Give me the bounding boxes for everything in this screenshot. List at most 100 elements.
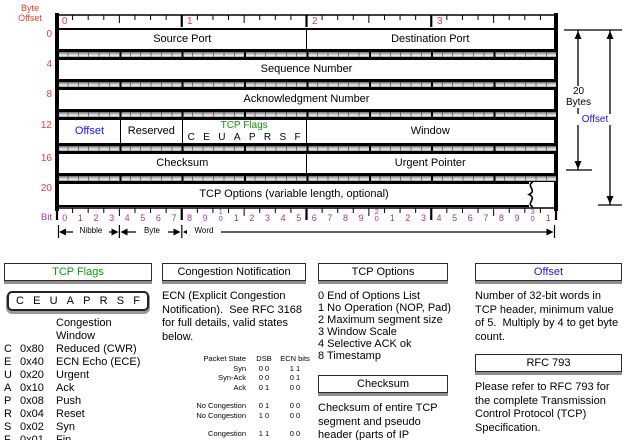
ecn-states-table: Packet State DSB ECN bits Syn 0 0 1 1 Syn-Ack 0… [166, 354, 310, 440]
top-ruler-label-3: 3 [437, 16, 443, 27]
tcp-option-item: 4 Selective ACK ok [318, 338, 412, 350]
header-row-0: Source Port Destination Port [57, 28, 556, 51]
tcp-flags-cell-title: TCP Flags [220, 119, 268, 131]
flag-letter-e: E [33, 295, 41, 307]
flag-letter-f: F [133, 295, 140, 307]
bit-number: 3 [420, 213, 426, 223]
byte-offset-0: 0 [46, 29, 52, 40]
ecn-table-cell: Congestion [208, 429, 246, 438]
offset-title: Offset [475, 263, 622, 281]
bit-number: 5 [452, 213, 458, 223]
field-tcp-options-variable-length-optional: TCP Options (variable length, optional) [59, 181, 534, 208]
bit-axis-label: Bit [40, 212, 52, 223]
byte-span-label: Byte [136, 226, 168, 235]
row-separator [57, 111, 556, 118]
table-spacer [166, 420, 314, 429]
tcp-flags-title: TCP Flags [4, 263, 152, 281]
field-checksum: Checksum [59, 154, 307, 173]
torn-edge-icon [527, 181, 534, 208]
bit-number: 5 [296, 213, 302, 223]
flag-entries-list: Congestion Window C 0x80 Reduced (CWR) E 0x40… [4, 317, 152, 440]
ecn-table-cell: 0 0 [258, 373, 270, 382]
top-bit-ruler [55, 14, 558, 27]
ecn-table-cell: 1 1 [289, 363, 301, 373]
byte-offset-16: 16 [40, 153, 52, 164]
tcp-option-item: 3 Window Scale [318, 326, 397, 338]
bit-number: 8 [187, 213, 193, 223]
right-edge-bar [554, 13, 558, 211]
bit-number: 0 [62, 213, 68, 223]
tcp-options-panel: TCP Options 0 End of Options List 1 No Op… [318, 263, 452, 440]
bit-number: 9 [514, 213, 520, 223]
bit-number: 6 [467, 213, 473, 223]
ecn-table-cell: 0 1 [258, 401, 270, 410]
flag-entry: S 0x02 Syn [4, 421, 75, 433]
ecn-table-cell: Receiver Response [166, 439, 252, 440]
flag-entry: F 0x01 Fin [4, 434, 72, 440]
congestion-title: Congestion Notification [162, 263, 306, 281]
field-urgent-pointer: Urgent Pointer [394, 157, 466, 169]
ecn-table-cell: 1 0 [258, 410, 270, 420]
tcp-option-item: 1 No Operation (NOP, Pad) [318, 302, 452, 314]
congestion-notification-panel: Congestion Notification ECN (Explicit Co… [162, 263, 310, 440]
ecn-table-cell: 1 1 [252, 439, 276, 440]
checksum-title: Checksum [318, 375, 448, 393]
byte-offset-4: 4 [46, 59, 52, 70]
flag-letter-a: A [66, 295, 75, 307]
ecn-table-cell: 0 0 [289, 410, 301, 420]
flag-entry: R 0x04 Reset [4, 408, 85, 420]
header-row-12: Offset Reserved TCP Flags C E U A P R S F Window [57, 118, 556, 145]
ecn-table-cell: 1 1 [258, 429, 270, 438]
header-row-8: Acknowledgment Number [57, 88, 556, 111]
bit-number: 3 [265, 213, 271, 223]
bit-number: 7 [483, 213, 489, 223]
tcp-option-item: 2 Maximum segment size [318, 314, 443, 326]
ecn-table-cell: 0 1 [289, 373, 301, 382]
bit-number: 5 [140, 213, 146, 223]
row-separator [57, 145, 556, 152]
flag-entry: C 0x80 Reduced (CWR) [4, 343, 137, 355]
flag-entry: U 0x20 Urgent [4, 369, 90, 381]
byte-offset-axis-label: Byte Offset [18, 3, 42, 23]
word-span-label: Word [187, 226, 221, 235]
header-row-16: Checksum Urgent Pointer [57, 152, 556, 175]
field-sequence-number: Sequence Number [260, 63, 353, 75]
ecn-table-cell: Ack [233, 382, 246, 392]
flag-letter-c: C [16, 295, 24, 307]
ecn-table-cell: 0 0 [289, 382, 301, 392]
header-row-20: TCP Options (variable length, optional) [57, 181, 534, 208]
bit-number: 2 [249, 213, 255, 223]
tcp-options-title: TCP Options [318, 263, 448, 281]
byte-offset-20: 20 [40, 183, 52, 194]
rfc-title: RFC 793 [475, 354, 622, 372]
bit-number: 1 [77, 213, 83, 223]
tcp-option-item: 0 End of Options List [318, 290, 421, 302]
ecn-table-cell: No Congestion [196, 401, 246, 410]
flag-entry: E 0x40 ECN Echo (ECE) [4, 356, 141, 368]
bit-number: 1 [545, 213, 551, 223]
field-reserved: Reserved [121, 120, 183, 143]
bit-number: 6 [311, 213, 317, 223]
congestion-body: ECN (Explicit Congestion Notification). … [162, 290, 306, 343]
bit-number: 1 [389, 213, 395, 223]
top-ruler-label-2: 2 [312, 16, 318, 27]
row-separator [57, 51, 556, 58]
offset-arrow-label: Offset [577, 114, 613, 125]
row-separator [57, 81, 556, 88]
bit-number: 9 [358, 213, 364, 223]
offset-panel: Offset Number of 32-bit words in TCP hea… [475, 263, 622, 435]
bottom-bit-ruler [55, 207, 558, 220]
top-ruler-label-1: 1 [187, 16, 193, 27]
ecn-table-cell: Syn [233, 363, 246, 373]
flag-letter-u: U [49, 295, 58, 307]
bit-number: 8 [342, 213, 348, 223]
bit-number: 4 [280, 213, 286, 223]
ecn-table-header: ECN bits [280, 354, 310, 363]
table-spacer [166, 392, 314, 401]
